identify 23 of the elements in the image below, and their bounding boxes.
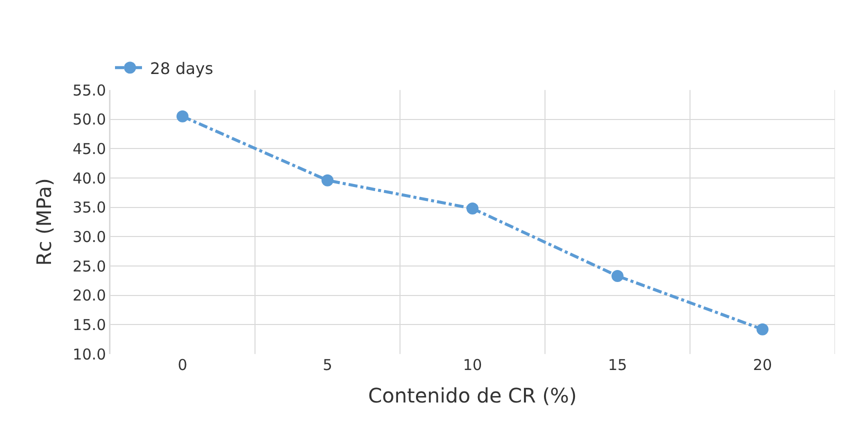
- y-tick-label: 10.0: [72, 345, 106, 364]
- point: [756, 323, 768, 336]
- point: [612, 270, 624, 282]
- x-tick-label: 10: [462, 356, 482, 374]
- point: [176, 110, 188, 122]
- y-tick-label: 25.0: [72, 257, 106, 276]
- y-axis-title: Rc (MPa): [32, 178, 56, 266]
- y-tick-label: 30.0: [72, 228, 106, 246]
- x-axis-title: Contenido de CR (%): [368, 384, 577, 408]
- y-tick-label: 15.0: [72, 316, 106, 334]
- point: [322, 174, 334, 186]
- x-tick-label: 5: [322, 356, 332, 374]
- point: [466, 202, 478, 215]
- x-tick-label: 15: [608, 356, 628, 374]
- legend-label: 28 days: [150, 58, 214, 78]
- y-tick-label: 50.0: [72, 110, 106, 129]
- y-tick-label: 40.0: [72, 169, 106, 188]
- y-tick-label: 45.0: [72, 140, 106, 158]
- x-tick-label: 0: [178, 356, 188, 374]
- y-tick-label: 55.0: [72, 81, 106, 100]
- y-tick-label: 35.0: [72, 198, 106, 217]
- x-tick-label: 20: [752, 356, 772, 374]
- y-tick-label: 20.0: [72, 286, 106, 305]
